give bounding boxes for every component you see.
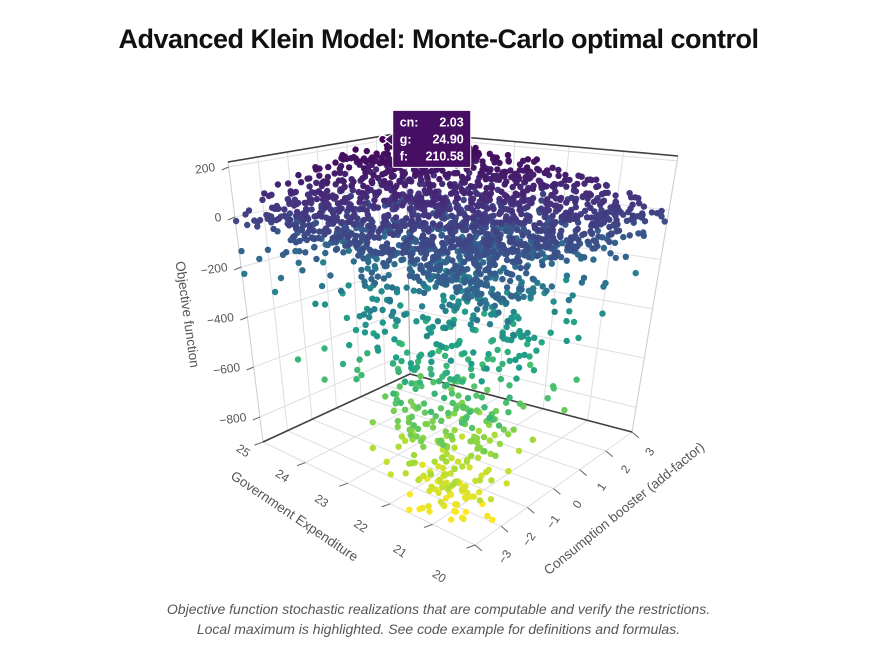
g-axis-tick-label: 20: [430, 567, 449, 586]
cn-axis-title: Consumption booster (add-factor): [541, 439, 707, 578]
f-tick: [221, 166, 229, 171]
f-axis-tick-label: −600: [212, 360, 241, 378]
cn-tick: [579, 469, 587, 476]
f-axis-tick-label: −200: [200, 260, 229, 278]
cn-tick: [527, 506, 535, 514]
floor-grid-cn: [262, 441, 476, 546]
cn-tick: [631, 431, 640, 439]
g-axis-tick-label: 22: [351, 516, 370, 535]
tooltip-row-value: 2.03: [439, 115, 463, 129]
g-tick: [339, 482, 348, 487]
right-outer-edge: [631, 155, 679, 433]
cn-tick: [553, 488, 561, 495]
g-axis-title: Government Expenditure: [228, 468, 361, 564]
tooltip-row-value: 24.90: [432, 132, 463, 146]
g-tick: [381, 503, 391, 508]
cn-axis-tick-label: 2: [618, 462, 633, 476]
f-tick: [240, 316, 248, 321]
floor-grid-cn: [287, 430, 502, 527]
f-tick: [227, 216, 236, 221]
chart-title: Advanced Klein Model: Monte-Carlo optima…: [118, 24, 759, 54]
cn-axis-tick-label: −3: [495, 547, 515, 567]
f-axis-tick-label: 0: [214, 210, 223, 225]
cn-axis-tick-label: 0: [570, 497, 585, 511]
g-tick: [423, 523, 433, 528]
scatter-points[interactable]: [232, 136, 668, 523]
top-left-edge: [227, 131, 407, 163]
g-tick: [254, 441, 264, 446]
left-outer-edge: [227, 161, 264, 443]
g-tick: [466, 544, 476, 549]
axis-ticks-and-labels: [221, 166, 640, 552]
cn-axis-tick-label: −2: [519, 529, 539, 549]
tooltip-row-label: f:: [400, 149, 408, 163]
cn-axis-tick-label: 1: [594, 480, 609, 494]
g-axis-tick-label: 25: [234, 441, 253, 460]
tooltip-row-value: 210.58: [425, 149, 463, 163]
floor-grid-cn: [360, 396, 580, 471]
wall-grid-f: [409, 351, 637, 408]
caption-line-2: Local maximum is highlighted. See code e…: [196, 621, 681, 637]
g-axis-tick-label: 24: [273, 466, 292, 485]
f-tick: [246, 366, 254, 371]
caption-line-1: Objective function stochastic realizatio…: [166, 601, 711, 617]
cn-tick: [474, 544, 483, 552]
tooltip-row-label: g:: [400, 132, 412, 146]
g-axis-tick-label: 23: [312, 491, 331, 510]
figure-caption: Objective function stochastic realizatio…: [0, 599, 877, 639]
cn-axis-tick-label: −1: [543, 512, 563, 532]
floor-back-left-edge: [262, 373, 411, 443]
f-axis-tick-label: 200: [194, 160, 216, 177]
tooltip-box: [392, 109, 472, 168]
g-tick: [296, 462, 306, 467]
f-axis-tick-label: −800: [219, 410, 248, 428]
f-tick: [233, 266, 242, 271]
f-axis-title: Objective function: [173, 260, 203, 368]
tooltip-row-label: cn:: [400, 115, 419, 129]
f-tick: [252, 416, 261, 421]
cn-axis-tick-label: 3: [642, 445, 657, 459]
cn-tick: [500, 525, 509, 533]
f-axis-tick-label: −400: [206, 310, 235, 328]
g-axis-tick-label: 21: [391, 542, 410, 561]
wall-grid-g: [542, 146, 570, 409]
hover-tooltip: cn: 2.03 g: 24.90 f: 210.58: [383, 109, 472, 168]
cn-tick: [605, 450, 614, 458]
